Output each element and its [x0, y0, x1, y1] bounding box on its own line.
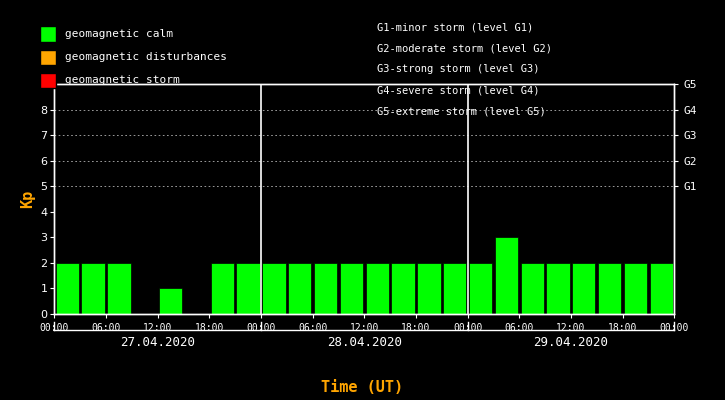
- Text: geomagnetic calm: geomagnetic calm: [65, 29, 173, 39]
- Bar: [211, 263, 234, 314]
- Bar: [650, 263, 673, 314]
- Bar: [314, 263, 337, 314]
- Bar: [56, 263, 79, 314]
- Bar: [340, 263, 363, 314]
- Bar: [365, 263, 389, 314]
- Bar: [572, 263, 595, 314]
- Text: 28.04.2020: 28.04.2020: [327, 336, 402, 349]
- Bar: [288, 263, 311, 314]
- Text: G3-strong storm (level G3): G3-strong storm (level G3): [377, 64, 539, 74]
- Bar: [418, 263, 441, 314]
- Bar: [598, 263, 621, 314]
- Bar: [236, 263, 260, 314]
- Text: 29.04.2020: 29.04.2020: [534, 336, 608, 349]
- Bar: [392, 263, 415, 314]
- Text: G2-moderate storm (level G2): G2-moderate storm (level G2): [377, 43, 552, 53]
- Text: 27.04.2020: 27.04.2020: [120, 336, 195, 349]
- Bar: [107, 263, 130, 314]
- Bar: [262, 263, 286, 314]
- Bar: [624, 263, 647, 314]
- Text: G5-extreme storm (level G5): G5-extreme storm (level G5): [377, 107, 546, 117]
- Text: geomagnetic storm: geomagnetic storm: [65, 75, 179, 85]
- Text: G4-severe storm (level G4): G4-severe storm (level G4): [377, 86, 539, 96]
- Bar: [494, 237, 518, 314]
- Bar: [469, 263, 492, 314]
- Text: G1-minor storm (level G1): G1-minor storm (level G1): [377, 22, 534, 32]
- Bar: [159, 288, 182, 314]
- Text: geomagnetic disturbances: geomagnetic disturbances: [65, 52, 226, 62]
- Text: Time (UT): Time (UT): [321, 380, 404, 395]
- Bar: [521, 263, 544, 314]
- Bar: [547, 263, 570, 314]
- Y-axis label: Kp: Kp: [20, 190, 35, 208]
- Bar: [81, 263, 104, 314]
- Bar: [443, 263, 466, 314]
